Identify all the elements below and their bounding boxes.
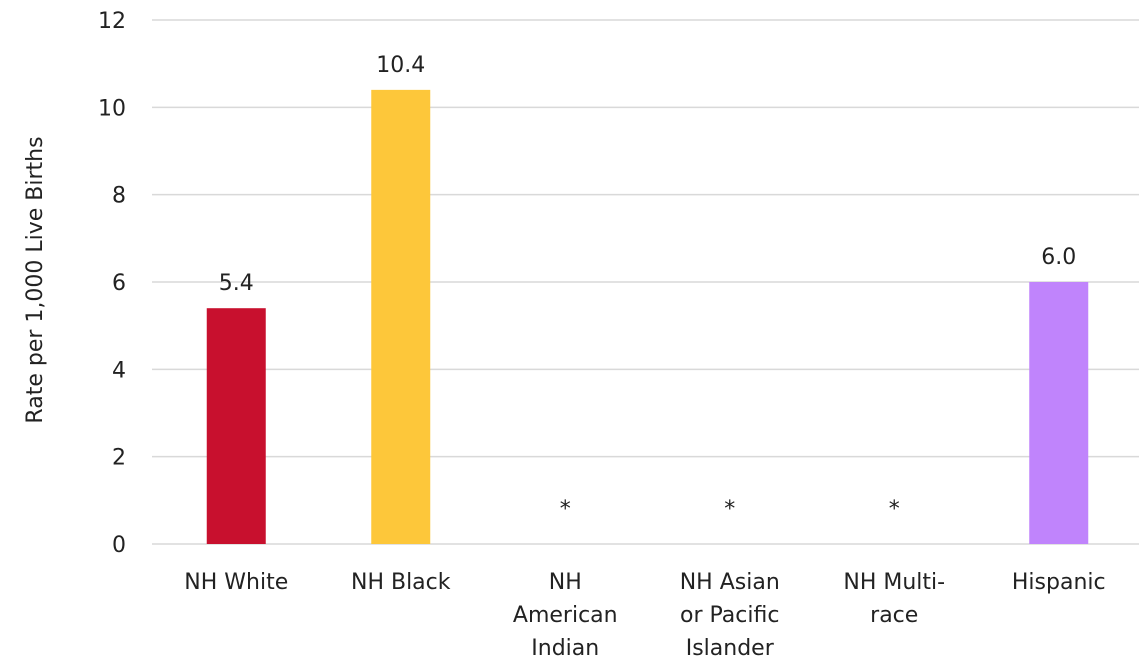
y-axis-ticks: 0 2 4 6 8 10 12: [98, 9, 126, 558]
x-category-label: NH White: [184, 570, 288, 595]
data-labels: 5.4 10.4 * * * 6.0: [219, 53, 1077, 522]
data-label: 6.0: [1041, 245, 1076, 270]
x-category-label-line: NH Black: [351, 570, 451, 595]
data-label: *: [889, 497, 900, 522]
bar: [371, 89, 431, 544]
x-category-label: NH American Indian: [513, 570, 618, 661]
x-category-label: Hispanic: [1012, 570, 1106, 595]
bar: [206, 308, 266, 544]
x-category-label-line: Hispanic: [1012, 570, 1106, 595]
y-tick-label: 10: [98, 96, 126, 121]
x-category-label-line: Indian: [531, 636, 599, 661]
y-tick-label: 6: [112, 271, 126, 296]
x-axis-categories: NH White NH Black NH American Indian NH Asian…: [184, 570, 1105, 661]
x-category-label-line: American: [513, 603, 618, 628]
x-category-label: NH Black: [351, 570, 451, 595]
y-tick-label: 2: [112, 446, 126, 471]
y-tick-label: 8: [112, 184, 126, 209]
x-category-label: NH Asian or Pacific Islander: [680, 570, 780, 661]
x-category-label-line: NH Multi-: [843, 570, 945, 595]
data-label: *: [560, 497, 571, 522]
x-category-label-line: NH: [549, 570, 582, 595]
data-label: 5.4: [219, 271, 254, 296]
x-category-label-line: NH White: [184, 570, 288, 595]
y-tick-label: 0: [112, 533, 126, 558]
gridlines: [152, 19, 1139, 545]
x-category-label-line: race: [870, 603, 918, 628]
x-category-label-line: NH Asian: [680, 570, 780, 595]
bar: [1029, 282, 1089, 544]
x-category-label: NH Multi-race: [843, 570, 945, 628]
bars: [206, 89, 1089, 544]
data-label: *: [724, 497, 735, 522]
y-tick-label: 12: [98, 9, 126, 34]
y-tick-label: 4: [112, 358, 126, 383]
x-category-label-line: Islander: [686, 636, 775, 661]
data-label: 10.4: [376, 53, 425, 78]
x-category-label-line: or Pacific: [680, 603, 779, 628]
y-axis-title: Rate per 1,000 Live Births: [23, 136, 48, 423]
